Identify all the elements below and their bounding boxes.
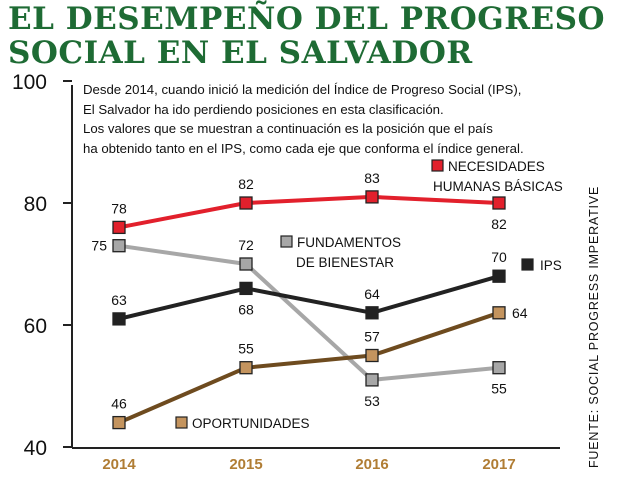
data-label-fundamentos-2017: 55 (491, 381, 507, 397)
legend-marker-oportunidades (175, 416, 188, 429)
x-tick-label-2014: 2014 (102, 456, 136, 473)
legend-label-necesidades-line-2: HUMANAS BÁSICAS (433, 179, 563, 194)
title-line-2: SOCIAL EN EL SALVADOR (8, 35, 473, 71)
page-title: EL DESEMPEÑO DEL PROGRESO SOCIAL EN EL S… (8, 2, 605, 70)
y-tick-label-60: 60 (24, 315, 47, 338)
data-point-oportunidades-2016 (365, 348, 379, 363)
data-point-necesidades-2015 (239, 196, 253, 210)
legend-label-fundamentos-line-2: DE BIENESTAR (296, 255, 394, 270)
data-label-ips-2016: 64 (364, 286, 380, 302)
data-point-oportunidades-2015 (239, 361, 253, 375)
legend-label-ips: IPS (540, 258, 562, 273)
data-label-ips-2015: 68 (238, 301, 254, 317)
data-label-fundamentos-2016: 53 (364, 393, 380, 409)
description-line-1: Desde 2014, cuando inició la medición de… (83, 82, 522, 97)
data-point-fundamentos-2014 (112, 239, 126, 253)
series-line-ips (118, 274, 500, 321)
series-line-oportunidades (118, 310, 500, 425)
y-tick-label-100: 100 (12, 71, 47, 94)
data-point-necesidades-2017 (492, 196, 506, 210)
legend-label-necesidades: NECESIDADES (448, 159, 545, 174)
data-point-ips-2014 (112, 312, 126, 326)
data-label-necesidades-2017: 82 (491, 216, 507, 232)
data-label-necesidades-2015: 82 (238, 176, 254, 192)
data-point-ips-2015 (239, 281, 253, 296)
data-label-fundamentos-2014: 75 (91, 238, 107, 254)
legend-marker-fundamentos (280, 235, 293, 248)
data-label-oportunidades-2016: 57 (364, 329, 380, 345)
data-point-fundamentos-2015 (239, 257, 253, 271)
data-label-oportunidades-2014: 46 (111, 396, 127, 412)
data-label-oportunidades-2015: 55 (238, 341, 254, 357)
data-label-ips-2014: 63 (111, 292, 127, 308)
data-point-oportunidades-2017 (492, 306, 506, 320)
source-note: FUENTE: SOCIAL PROGRESS IMPERATIVE (587, 185, 601, 468)
data-point-necesidades-2016 (365, 190, 379, 204)
data-point-fundamentos-2017 (492, 361, 506, 375)
data-label-fundamentos-2015: 72 (238, 237, 254, 253)
description-line-4: ha obtenido tanto en el IPS, como cada e… (83, 140, 524, 156)
x-tick-label-2017: 2017 (482, 456, 515, 473)
title-line-1: EL DESEMPEÑO DEL PROGRESO (8, 1, 606, 37)
description-line-3: Los valores que se muestran a continuaci… (83, 121, 493, 137)
legend-marker-ips (521, 258, 534, 271)
chart-description: Desde 2014, cuando inició la medición de… (83, 80, 598, 158)
data-label-necesidades-2016: 83 (364, 170, 380, 186)
y-tick-label-40: 40 (24, 437, 47, 460)
y-tick-label-80: 80 (24, 193, 47, 216)
series-line-necesidades (118, 194, 500, 230)
data-point-ips-2017 (492, 269, 506, 283)
data-point-oportunidades-2014 (112, 415, 126, 430)
x-tick-label-2015: 2015 (229, 456, 262, 473)
legend-label-oportunidades: OPORTUNIDADES (192, 416, 310, 431)
data-label-necesidades-2014: 78 (111, 200, 127, 216)
data-point-ips-2016 (365, 306, 379, 320)
series-line-fundamentos (118, 243, 500, 382)
data-point-fundamentos-2016 (365, 373, 379, 387)
description-line-2: El Salvador ha ido perdiendo posiciones … (83, 101, 444, 117)
x-tick-label-2016: 2016 (355, 456, 388, 473)
data-label-ips-2017: 70 (491, 249, 507, 265)
legend-label-fundamentos: FUNDAMENTOS (297, 235, 401, 250)
data-label-oportunidades-2017: 64 (512, 305, 528, 321)
legend-marker-necesidades (431, 159, 444, 172)
data-point-necesidades-2014 (112, 220, 126, 235)
